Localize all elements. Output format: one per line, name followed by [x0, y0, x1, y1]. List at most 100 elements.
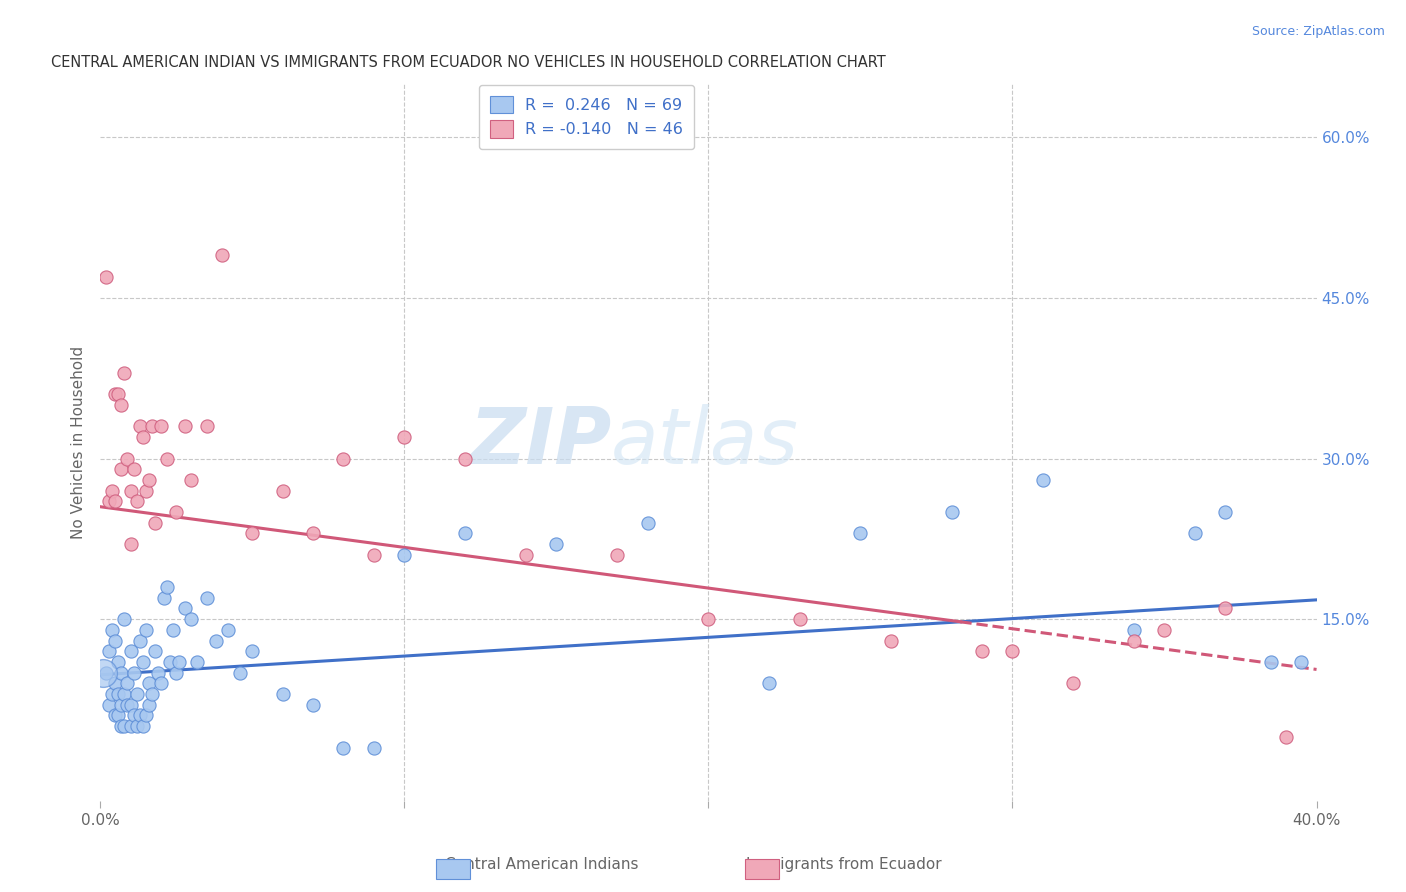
Point	[302, 526, 325, 541]
Point	[143, 516, 166, 530]
Point	[120, 537, 142, 551]
Point	[114, 366, 136, 380]
Point	[174, 601, 197, 615]
Point	[271, 687, 294, 701]
Point	[98, 494, 121, 508]
Point	[120, 719, 142, 733]
Point	[186, 655, 208, 669]
Point	[104, 676, 127, 690]
Point	[114, 719, 136, 733]
Point	[211, 248, 233, 262]
Text: Immigrants from Ecuador: Immigrants from Ecuador	[745, 857, 942, 872]
Point	[363, 548, 385, 562]
Point	[332, 740, 354, 755]
Point	[104, 708, 127, 723]
Point	[104, 387, 127, 401]
Point	[131, 719, 153, 733]
Point	[162, 623, 184, 637]
Point	[697, 612, 720, 626]
Text: Central American Indians: Central American Indians	[444, 857, 638, 872]
Point	[1153, 623, 1175, 637]
Point	[195, 419, 218, 434]
Point	[167, 655, 190, 669]
Point	[114, 612, 136, 626]
Point	[135, 708, 157, 723]
Point	[789, 612, 811, 626]
Point	[1123, 633, 1146, 648]
Y-axis label: No Vehicles in Household: No Vehicles in Household	[72, 346, 86, 539]
Point	[165, 505, 187, 519]
Point	[138, 698, 160, 712]
Point	[849, 526, 872, 541]
Point	[515, 548, 537, 562]
Point	[107, 687, 129, 701]
Point	[1291, 655, 1313, 669]
Point	[114, 687, 136, 701]
Point	[302, 698, 325, 712]
Text: ZIP: ZIP	[468, 404, 612, 481]
Point	[110, 698, 132, 712]
Point	[110, 665, 132, 680]
Point	[195, 591, 218, 605]
Point	[1213, 601, 1236, 615]
Point	[98, 644, 121, 658]
Point	[394, 548, 416, 562]
Point	[131, 430, 153, 444]
Point	[110, 398, 132, 412]
Point	[107, 708, 129, 723]
Point	[394, 430, 416, 444]
Point	[128, 633, 150, 648]
Point	[165, 665, 187, 680]
Point	[135, 483, 157, 498]
Point	[149, 676, 172, 690]
Point	[120, 644, 142, 658]
Point	[271, 483, 294, 498]
Point	[117, 698, 139, 712]
Point	[204, 633, 226, 648]
Point	[138, 676, 160, 690]
Point	[131, 655, 153, 669]
Point	[153, 591, 176, 605]
Point	[135, 623, 157, 637]
Point	[149, 419, 172, 434]
Point	[138, 473, 160, 487]
Point	[1001, 644, 1024, 658]
Point	[110, 462, 132, 476]
Point	[141, 419, 163, 434]
Point	[122, 665, 145, 680]
Text: atlas: atlas	[612, 404, 799, 481]
Point	[107, 387, 129, 401]
Point	[117, 676, 139, 690]
Point	[1184, 526, 1206, 541]
Point	[96, 269, 118, 284]
Point	[125, 719, 148, 733]
Point	[229, 665, 252, 680]
Point	[128, 708, 150, 723]
Text: Source: ZipAtlas.com: Source: ZipAtlas.com	[1251, 25, 1385, 38]
Point	[110, 719, 132, 733]
Point	[143, 644, 166, 658]
Point	[128, 419, 150, 434]
Point	[120, 483, 142, 498]
Point	[122, 462, 145, 476]
Point	[637, 516, 659, 530]
Point	[758, 676, 780, 690]
Point	[101, 483, 124, 498]
Point	[125, 687, 148, 701]
Point	[156, 580, 179, 594]
Point	[1260, 655, 1282, 669]
Point	[174, 419, 197, 434]
Legend: R =  0.246   N = 69, R = -0.140   N = 46: R = 0.246 N = 69, R = -0.140 N = 46	[479, 85, 695, 149]
Point	[880, 633, 903, 648]
Point	[91, 665, 114, 680]
Point	[120, 698, 142, 712]
Point	[96, 665, 118, 680]
Point	[98, 698, 121, 712]
Point	[1032, 473, 1054, 487]
Point	[454, 451, 477, 466]
Point	[1275, 730, 1298, 744]
Point	[117, 451, 139, 466]
Point	[180, 612, 202, 626]
Point	[970, 644, 993, 658]
Point	[941, 505, 963, 519]
